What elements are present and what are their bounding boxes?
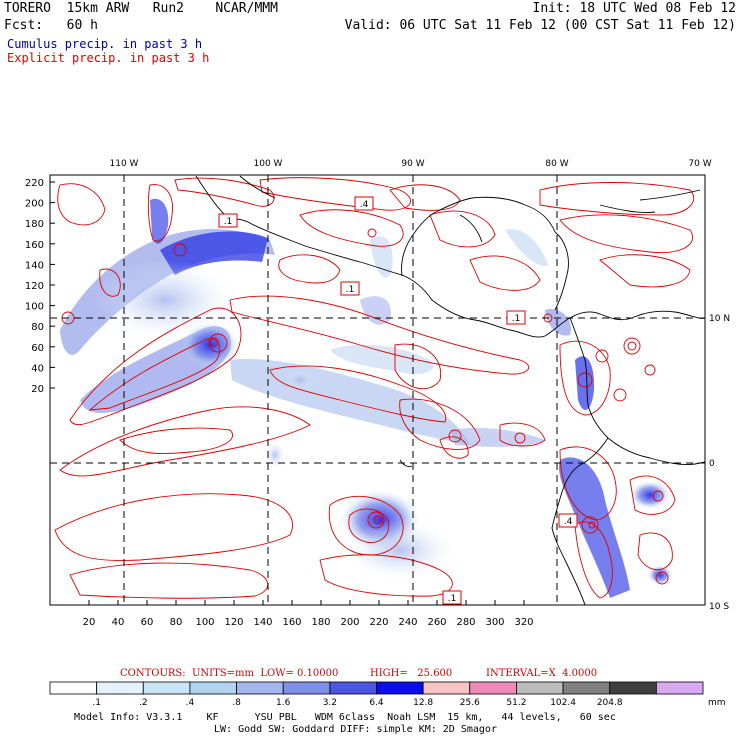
colorbar-label: 25.6 <box>460 698 480 708</box>
x-tick-label: 200 <box>340 617 359 628</box>
colorbar-label: 6.4 <box>369 698 384 708</box>
colorbar-swatch <box>329 681 377 695</box>
plot-frame <box>49 174 706 606</box>
lon-label: 90 W <box>401 159 424 169</box>
x-axis: 20 40 60 80 100 120 140 160 180 200 220 240 260 280 30… <box>83 600 534 628</box>
colorbar-label: 51.2 <box>506 698 526 708</box>
x-tick-label: 160 <box>282 617 301 628</box>
contour-label-text: .1 <box>224 217 233 227</box>
colorbar-swatch <box>609 681 657 695</box>
lon-label: 100 W <box>254 159 283 169</box>
x-tick-label: 40 <box>112 617 125 628</box>
latitude-labels: 10 N 0 10 S <box>709 314 730 612</box>
colorbar-label: 12.8 <box>413 698 433 708</box>
model-info: Model Info: V3.3.1 KF YSU PBL WDM 6class… <box>74 712 616 723</box>
legend-explicit: Explicit precip. in past 3 h <box>7 51 210 65</box>
x-tick-label: 280 <box>456 617 475 628</box>
x-tick-label: 100 <box>195 617 214 628</box>
graticule <box>50 175 705 605</box>
x-tick-label: 140 <box>253 617 272 628</box>
colorbar-swatch <box>422 681 471 695</box>
lat-label: 10 S <box>709 602 729 612</box>
legend-cumulus: Cumulus precip. in past 3 h <box>7 37 203 51</box>
x-tick-label: 120 <box>224 617 243 628</box>
y-tick-label: 180 <box>25 219 44 230</box>
physics-info: LW: Godd SW: Goddard DIFF: simple KM: 2D… <box>214 724 497 735</box>
colorbar-swatch <box>96 681 144 695</box>
contour-label-box <box>340 281 360 296</box>
y-tick-label: 60 <box>31 343 44 354</box>
x-tick-label: 180 <box>311 617 330 628</box>
colorbar-label: 1.6 <box>276 698 291 708</box>
contour-label-box <box>558 513 578 528</box>
colorbar-label: .8 <box>232 698 241 708</box>
contour-label-box <box>354 196 374 211</box>
contour-label-box <box>442 590 462 605</box>
y-tick-label: 80 <box>31 322 44 333</box>
lat-label: 0 <box>709 459 715 469</box>
contour-label-box <box>218 213 238 228</box>
contour-label-box <box>506 310 526 325</box>
contour-interval: INTERVAL=X 4.0000 <box>486 668 598 679</box>
colorbar-swatch <box>655 681 704 695</box>
map-content <box>50 175 705 605</box>
contour-label-text: .1 <box>346 285 355 295</box>
y-tick-label: 40 <box>31 363 44 374</box>
lon-label: 80 W <box>545 159 568 169</box>
y-tick-label: 120 <box>25 281 44 292</box>
colorbar-swatch <box>189 681 237 695</box>
x-tick-label: 300 <box>485 617 504 628</box>
x-tick-label: 260 <box>427 617 446 628</box>
colorbar-label: .1 <box>92 698 101 708</box>
y-tick-label: 20 <box>31 384 44 395</box>
colorbar-swatch <box>469 681 517 695</box>
y-tick-label: 100 <box>25 302 44 313</box>
y-tick-label: 140 <box>25 260 44 271</box>
colorbar-label: .2 <box>139 698 148 708</box>
colorbar-swatch <box>142 681 191 695</box>
longitude-labels: 110 W 100 W 90 W 80 W 70 W <box>110 159 712 169</box>
colorbar-label: .4 <box>186 698 195 708</box>
colorbar: .1 .2 .4 .8 1.6 3.2 6.4 12.8 25.6 51.2 102.4 204.8 m… <box>49 681 726 708</box>
contour-label-text: .1 <box>448 594 457 604</box>
lat-label: 10 N <box>709 314 730 324</box>
contour-label-text: .4 <box>564 517 573 527</box>
colorbar-unit: mm <box>708 698 726 708</box>
colorbar-swatch <box>562 681 611 695</box>
contour-label-text: .1 <box>512 314 521 324</box>
x-tick-label: 20 <box>83 617 96 628</box>
colorbar-swatch <box>236 681 284 695</box>
x-tick-label: 80 <box>170 617 183 628</box>
y-tick-label: 160 <box>25 240 44 251</box>
valid-time: Valid: 06 UTC Sat 11 Feb 12 (00 CST Sat … <box>344 18 736 33</box>
colorbar-swatch <box>516 681 564 695</box>
colorbar-swatch <box>49 681 98 695</box>
x-tick-label: 220 <box>369 617 388 628</box>
colorbar-label: 3.2 <box>323 698 337 708</box>
contour-high: HIGH= 25.600 <box>370 668 453 679</box>
lon-label: 110 W <box>110 159 139 169</box>
model-title: TORERO 15km ARW Run2 NCAR/MMM <box>4 1 278 16</box>
contour-units: CONTOURS: UNITS=mm LOW= 0.10000 <box>120 668 339 679</box>
explicit-precip-contours <box>54 177 695 599</box>
x-tick-label: 60 <box>141 617 154 628</box>
colorbar-label: 204.8 <box>597 698 623 708</box>
cumulus-precip-field <box>60 198 672 598</box>
colorbar-label: 102.4 <box>550 698 576 708</box>
init-time: Init: 18 UTC Wed 08 Feb 12 <box>532 1 737 16</box>
y-axis: 220 200 180 160 140 120 100 80 60 40 20 <box>25 178 55 395</box>
contour-box-labels: .1 .4 .1 .1 .4 .1 <box>218 196 578 605</box>
x-tick-label: 240 <box>398 617 417 628</box>
colorbar-swatch <box>282 681 331 695</box>
colorbar-swatch <box>376 681 424 695</box>
y-tick-label: 220 <box>25 178 44 189</box>
contour-label-text: .4 <box>360 200 369 210</box>
y-tick-label: 200 <box>25 199 44 210</box>
lon-label: 70 W <box>688 159 711 169</box>
x-tick-label: 320 <box>514 617 533 628</box>
forecast-hour: Fcst: 60 h <box>4 18 98 33</box>
coastlines <box>195 175 705 605</box>
